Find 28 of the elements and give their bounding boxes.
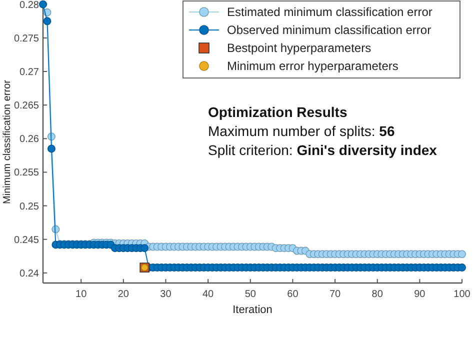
x-tick-label: 50 (244, 289, 256, 300)
y-tick-label: 0.265 (14, 100, 40, 112)
y-tick-label: 0.25 (20, 201, 40, 212)
x-tick-label: 80 (372, 289, 384, 300)
annotation: Maximum number of splits: 56 (208, 123, 395, 139)
x-tick-label: 100 (454, 289, 471, 300)
legend-label: Bestpoint hyperparameters (227, 41, 372, 56)
y-tick-label: 0.275 (14, 33, 40, 44)
annotation: Split criterion: Gini's diversity index (208, 142, 438, 158)
y-tick-label: 0.24 (20, 268, 40, 280)
x-tick-label: 20 (118, 289, 130, 300)
y-tick-label: 0.245 (14, 234, 40, 246)
y-tick-label: 0.26 (20, 134, 40, 146)
legend-label: Minimum error hyperparameters (227, 59, 398, 74)
x-tick-label: 70 (329, 289, 342, 300)
annotation: Optimization Results (208, 104, 348, 120)
y-axis-title: Minimum classification error (2, 79, 13, 204)
x-tick-label: 30 (160, 289, 172, 300)
x-axis-title: Iteration (232, 304, 272, 316)
y-tick-label: 0.255 (14, 168, 40, 179)
x-tick-label: 40 (202, 289, 214, 300)
legend-label: Estimated minimum classification error (227, 5, 432, 20)
legend-label: Observed minimum classification error (227, 23, 432, 38)
y-tick-label: 0.27 (20, 67, 40, 78)
x-tick-label: 10 (76, 289, 88, 300)
x-tick-label: 90 (414, 289, 426, 300)
y-tick-label: 0.28 (20, 0, 40, 11)
x-tick-label: 60 (287, 289, 299, 300)
